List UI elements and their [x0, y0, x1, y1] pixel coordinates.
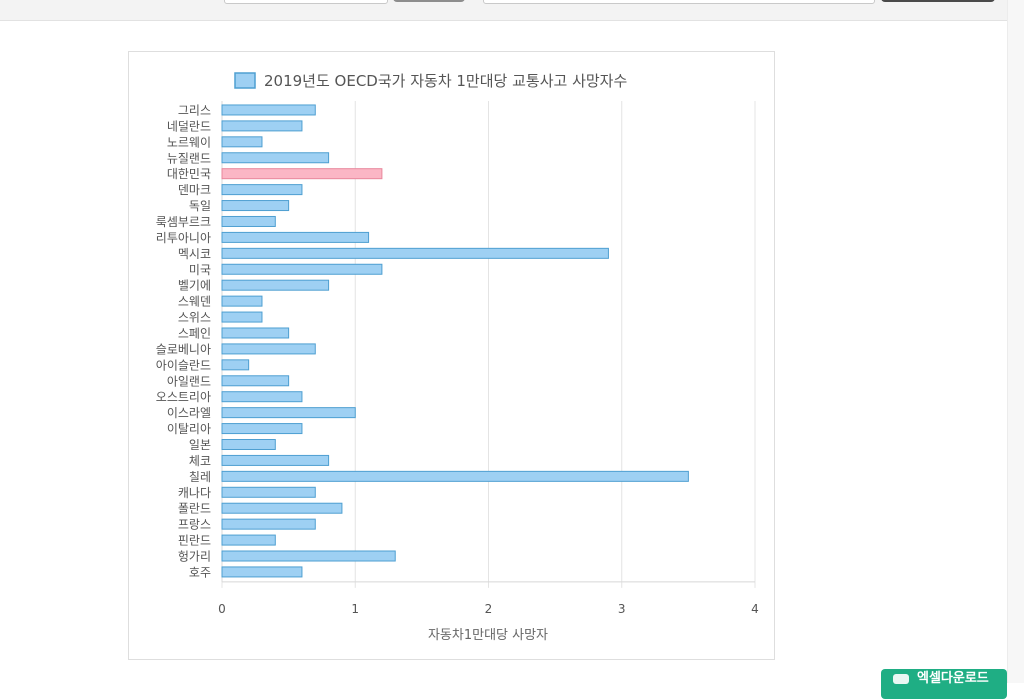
category-label: 아일랜드 — [167, 374, 211, 388]
category-label: 핀란드 — [178, 534, 211, 548]
bar[interactable] — [221, 200, 290, 212]
search-field[interactable] — [483, 0, 875, 4]
category-label: 스위스 — [178, 311, 211, 325]
bar[interactable] — [221, 231, 370, 243]
bar[interactable] — [221, 359, 250, 371]
bar[interactable] — [221, 343, 316, 355]
category-label: 프랑스 — [178, 518, 211, 532]
category-label: 체코 — [189, 454, 211, 468]
category-label: 대한민국 — [167, 167, 211, 181]
category-label: 헝가리 — [178, 550, 211, 564]
bar[interactable] — [221, 184, 303, 196]
category-label: 아이슬란드 — [156, 358, 211, 372]
filter-field[interactable] — [224, 0, 388, 4]
download-icon — [893, 674, 909, 684]
category-label: 오스트리아 — [156, 390, 211, 404]
bar[interactable] — [221, 391, 303, 403]
category-label: 일본 — [189, 438, 211, 452]
category-label: 이탈리아 — [167, 422, 211, 436]
download-button-label: 엑셀다운로드 — [917, 671, 989, 686]
bar[interactable] — [221, 327, 290, 339]
bar[interactable] — [221, 263, 383, 275]
bar[interactable] — [221, 152, 330, 164]
x-tick-label: 2 — [485, 602, 493, 616]
legend-swatch — [234, 72, 256, 89]
category-label: 스웨덴 — [178, 295, 211, 309]
category-label: 폴란드 — [178, 502, 211, 516]
bar[interactable] — [221, 438, 276, 450]
x-tick-label: 4 — [751, 602, 759, 616]
category-label: 룩셈부르크 — [156, 215, 211, 229]
category-label: 멕시코 — [178, 247, 211, 261]
category-label: 그리스 — [178, 103, 211, 117]
bar[interactable] — [221, 215, 276, 227]
x-axis-title: 자동차1만대당 사망자 — [428, 628, 548, 643]
category-label: 칠레 — [189, 470, 211, 484]
category-label: 캐나다 — [178, 486, 211, 500]
bar[interactable] — [221, 375, 290, 387]
bar[interactable] — [221, 311, 263, 323]
category-label: 덴마크 — [178, 183, 211, 197]
chart-title: 2019년도 OECD국가 자동차 1만대당 교통사고 사망자수 — [264, 72, 627, 90]
page-scrollbar[interactable] — [1007, 0, 1024, 683]
bar[interactable] — [221, 168, 383, 180]
bar[interactable] — [221, 534, 276, 546]
bar[interactable] — [221, 407, 356, 419]
category-label: 노르웨이 — [167, 135, 211, 149]
bar[interactable] — [221, 295, 263, 307]
bar[interactable] — [221, 550, 396, 562]
category-label: 독일 — [189, 199, 211, 213]
filter-button[interactable] — [393, 0, 465, 2]
x-axis-ticks: 0 1 2 3 4 — [218, 602, 759, 616]
bar[interactable] — [221, 486, 316, 498]
bars[interactable] — [221, 104, 689, 578]
bar[interactable] — [221, 136, 263, 148]
bar[interactable] — [221, 247, 609, 259]
bar-chart: 2019년도 OECD국가 자동차 1만대당 교통사고 사망자수 그리스네덜란드… — [156, 72, 759, 643]
x-tick-label: 1 — [351, 602, 359, 616]
category-label: 리투아니아 — [156, 231, 211, 245]
category-label: 벨기에 — [178, 279, 211, 293]
bar[interactable] — [221, 518, 316, 530]
bar[interactable] — [221, 502, 343, 514]
chart-legend[interactable]: 2019년도 OECD국가 자동차 1만대당 교통사고 사망자수 — [234, 72, 627, 90]
search-button[interactable] — [881, 0, 995, 2]
category-label: 호주 — [189, 565, 211, 579]
bar[interactable] — [221, 423, 303, 435]
bar[interactable] — [221, 470, 689, 482]
bar[interactable] — [221, 279, 330, 291]
bar[interactable] — [221, 454, 330, 466]
bar[interactable] — [221, 104, 316, 116]
excel-download-button[interactable]: 엑셀다운로드 — [881, 669, 1007, 699]
category-label: 스페인 — [178, 326, 211, 340]
x-tick-label: 0 — [218, 602, 226, 616]
category-label: 슬로베니아 — [156, 342, 211, 356]
bar[interactable] — [221, 566, 303, 578]
x-tick-label: 3 — [618, 602, 626, 616]
category-label: 이스라엘 — [167, 406, 211, 420]
category-labels: 그리스네덜란드노르웨이뉴질랜드대한민국덴마크독일룩셈부르크리투아니아멕시코미국벨… — [156, 103, 211, 579]
category-label: 미국 — [189, 263, 211, 277]
bar[interactable] — [221, 120, 303, 132]
grid-lines — [221, 101, 756, 588]
category-label: 뉴질랜드 — [167, 151, 211, 165]
top-toolbar — [0, 0, 1008, 21]
category-label: 네덜란드 — [167, 119, 211, 133]
